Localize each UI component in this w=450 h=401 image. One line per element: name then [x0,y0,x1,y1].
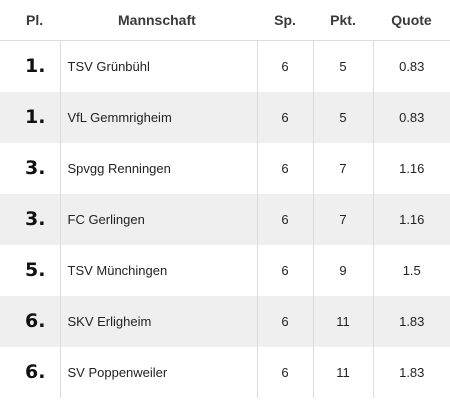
row-quote: 1.16 [372,142,450,194]
row-games: 6 [256,142,313,194]
row-points: 7 [312,142,373,194]
row-team: FC Gerlingen [59,193,257,245]
row-place: 6. [0,295,60,347]
row-quote: 1.83 [372,295,450,347]
row-place: 1. [25,55,46,78]
row-place: 3. [25,157,46,179]
table-row: 3. FC Gerlingen 6 7 1.16 [0,193,450,245]
table-row: 3. Spvgg Renningen 6 7 1.16 [0,142,450,194]
row-team: SV Poppenweiler [59,346,257,398]
row-place: 1. [0,91,60,143]
row-games: 6 [256,295,313,347]
row-points: 5 [312,40,373,92]
row-team: VfL Gemmrigheim [59,91,257,143]
row-team: Spvgg Renningen [59,142,257,194]
table-row: 1. VfL Gemmrigheim 6 5 0.83 [0,91,450,143]
row-team: TSV Grünbühl [59,40,257,92]
row-place: 6. [25,361,46,383]
row-games: 6 [256,91,313,143]
header-row: Pl. Mannschaft Sp. Pkt. Quote [0,0,450,41]
table-body: 1. TSV Grünbühl 6 5 0.83 1. VfL Gemmrigh… [0,40,450,398]
row-games: 6 [256,346,313,398]
row-quote: 0.83 [372,91,450,143]
row-games: 6 [256,244,313,296]
table-row: 1. TSV Grünbühl 6 5 0.83 [0,40,450,92]
row-games: 6 [256,40,313,92]
row-points: 7 [312,193,373,245]
row-quote: 1.83 [372,346,450,398]
header-games: Sp. [257,0,313,41]
row-games: 6 [256,193,313,245]
row-points: 5 [312,91,373,143]
row-place: 5. [25,259,46,281]
table-row: 6. SV Poppenweiler 6 11 1.83 [0,346,450,398]
row-points: 9 [312,244,373,296]
table-header: Pl. Mannschaft Sp. Pkt. Quote [0,0,450,41]
header-quote: Quote [373,0,450,41]
row-points: 11 [312,346,373,398]
header-team: Mannschaft [60,0,257,41]
row-team: SKV Erligheim [59,295,257,347]
row-quote: 1.5 [372,244,450,296]
row-place: 3. [0,193,60,245]
row-team: TSV Münchingen [59,244,257,296]
row-quote: 0.83 [372,40,450,92]
table-row: 5. TSV Münchingen 6 9 1.5 [0,244,450,296]
header-place: Pl. [0,0,60,41]
table-row: 6. SKV Erligheim 6 11 1.83 [0,295,450,347]
row-quote: 1.16 [372,193,450,245]
header-points: Pkt. [313,0,373,41]
row-points: 11 [312,295,373,347]
